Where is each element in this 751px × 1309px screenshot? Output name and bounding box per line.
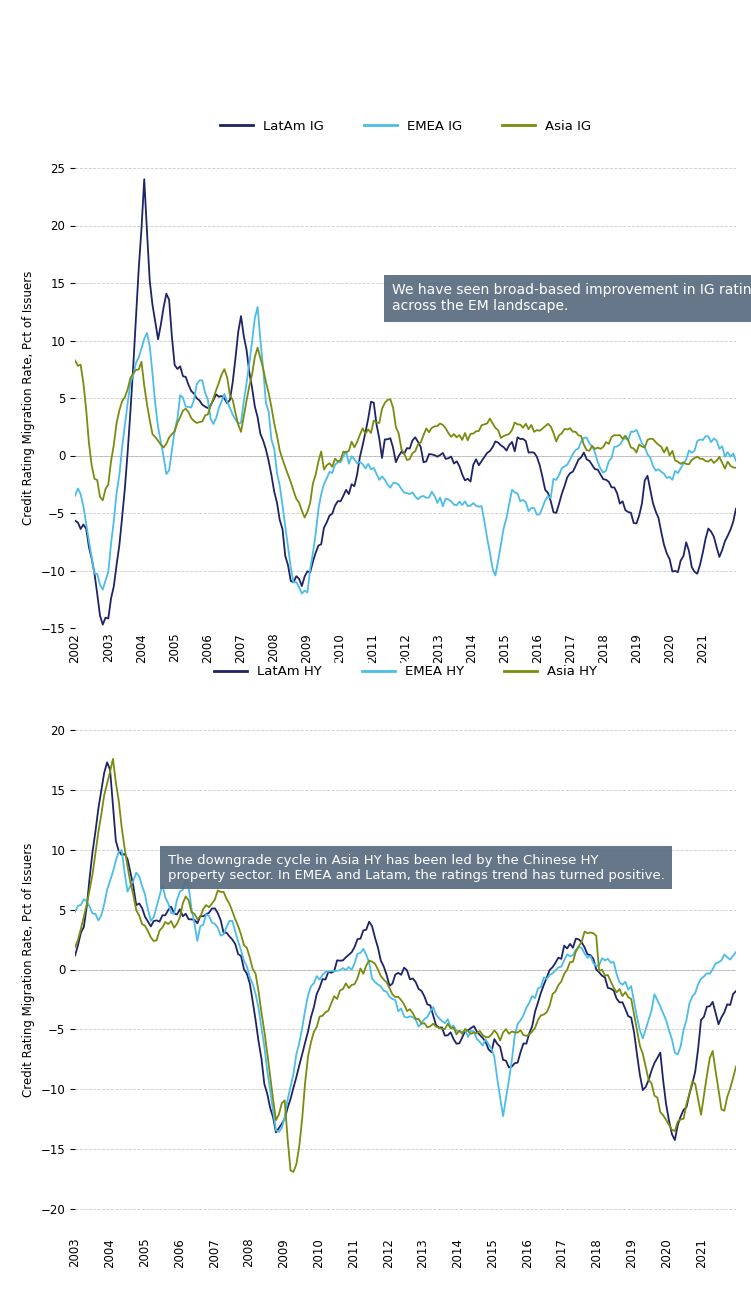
EMEA HY [569, 948, 578, 963]
Asia IG [115, 402, 124, 418]
LatAm HY [502, 1052, 511, 1068]
Asia IG [253, 340, 262, 356]
EMEA IG [253, 300, 262, 315]
EMEA IG [731, 453, 740, 469]
LatAm HY [243, 966, 252, 982]
EMEA HY [71, 905, 80, 920]
Asia IG [176, 410, 185, 425]
Text: The downgrade cycle in Asia HY has been led by the Chinese HY
property sector. I: The downgrade cycle in Asia HY has been … [167, 853, 665, 881]
Text: LOOMIS | SAYLES: LOOMIS | SAYLES [595, 1272, 728, 1287]
Asia IG [98, 492, 107, 508]
LatAm IG [140, 171, 149, 187]
EMEA HY [598, 950, 607, 966]
LatAm IG [181, 369, 190, 385]
Line: LatAm HY: LatAm HY [75, 762, 736, 1140]
EMEA HY [731, 944, 740, 959]
Asia IG [297, 503, 306, 518]
LatAm IG [690, 564, 699, 580]
Asia HY [598, 962, 607, 978]
LatAm IG [71, 513, 80, 529]
LatAm HY [566, 936, 575, 952]
Asia HY [71, 940, 80, 956]
Asia HY [240, 937, 249, 953]
Asia HY [243, 940, 252, 956]
Line: Asia HY: Asia HY [75, 759, 736, 1172]
Asia IG [690, 450, 699, 466]
Legend: LatAm IG, EMEA IG, Asia IG: LatAm IG, EMEA IG, Asia IG [214, 115, 597, 139]
EMEA IG [513, 486, 522, 501]
Line: LatAm IG: LatAm IG [75, 179, 736, 624]
Line: Asia IG: Asia IG [75, 348, 736, 517]
Text: Source: Bank of America, as of 3 January 2022.: Source: Bank of America, as of 3 January… [15, 1274, 311, 1287]
LatAm HY [671, 1132, 680, 1148]
LatAm HY [103, 754, 112, 770]
Line: EMEA IG: EMEA IG [75, 308, 736, 593]
LatAm HY [638, 1083, 647, 1098]
Text: TRAILING 6M EM RATINGS TRENDS BY REGION: TRAILING 6M EM RATINGS TRENDS BY REGION [70, 62, 681, 85]
Asia HY [641, 1059, 650, 1075]
LatAm IG [300, 568, 309, 584]
Asia HY [505, 1026, 514, 1042]
Text: INVESTMENT GRADE: INVESTMENT GRADE [280, 120, 471, 137]
LatAm HY [71, 948, 80, 963]
Text: HIGH YIELD: HIGH YIELD [322, 658, 429, 675]
Asia IG [300, 509, 309, 525]
EMEA IG [98, 581, 107, 597]
EMEA IG [176, 387, 185, 403]
Line: EMEA HY: EMEA HY [75, 850, 736, 1132]
EMEA IG [115, 467, 124, 483]
LatAm IG [513, 429, 522, 445]
LatAm IG [101, 610, 110, 626]
Asia HY [569, 954, 578, 970]
EMEA HY [240, 953, 249, 969]
EMEA IG [297, 585, 306, 601]
LatAm IG [118, 509, 127, 525]
Asia IG [513, 416, 522, 432]
EMEA HY [274, 1124, 283, 1140]
EMEA IG [690, 442, 699, 458]
LatAm HY [731, 983, 740, 999]
Text: We have seen broad-based improvement in IG ratings trends
across the EM landscap: We have seen broad-based improvement in … [392, 283, 751, 313]
Asia HY [731, 1059, 740, 1075]
LatAm HY [595, 965, 604, 980]
Y-axis label: Credit Rating Migration Rate, Pct of Issuers: Credit Rating Migration Rate, Pct of Iss… [22, 271, 35, 525]
LatAm HY [240, 961, 249, 977]
EMEA HY [243, 958, 252, 974]
LatAm IG [98, 617, 107, 632]
Asia IG [71, 352, 80, 368]
Legend: LatAm HY, EMEA HY, Asia HY: LatAm HY, EMEA HY, Asia HY [209, 660, 602, 683]
LatAm IG [731, 501, 740, 517]
Asia HY [108, 751, 117, 767]
EMEA IG [71, 488, 80, 504]
EMEA HY [505, 1072, 514, 1088]
EMEA HY [117, 842, 126, 857]
Asia IG [731, 459, 740, 475]
EMEA HY [641, 1021, 650, 1037]
Y-axis label: Credit Rating Migration Rate, Pct of Issuers: Credit Rating Migration Rate, Pct of Iss… [22, 842, 35, 1097]
Asia HY [289, 1164, 298, 1179]
EMEA IG [300, 583, 309, 598]
